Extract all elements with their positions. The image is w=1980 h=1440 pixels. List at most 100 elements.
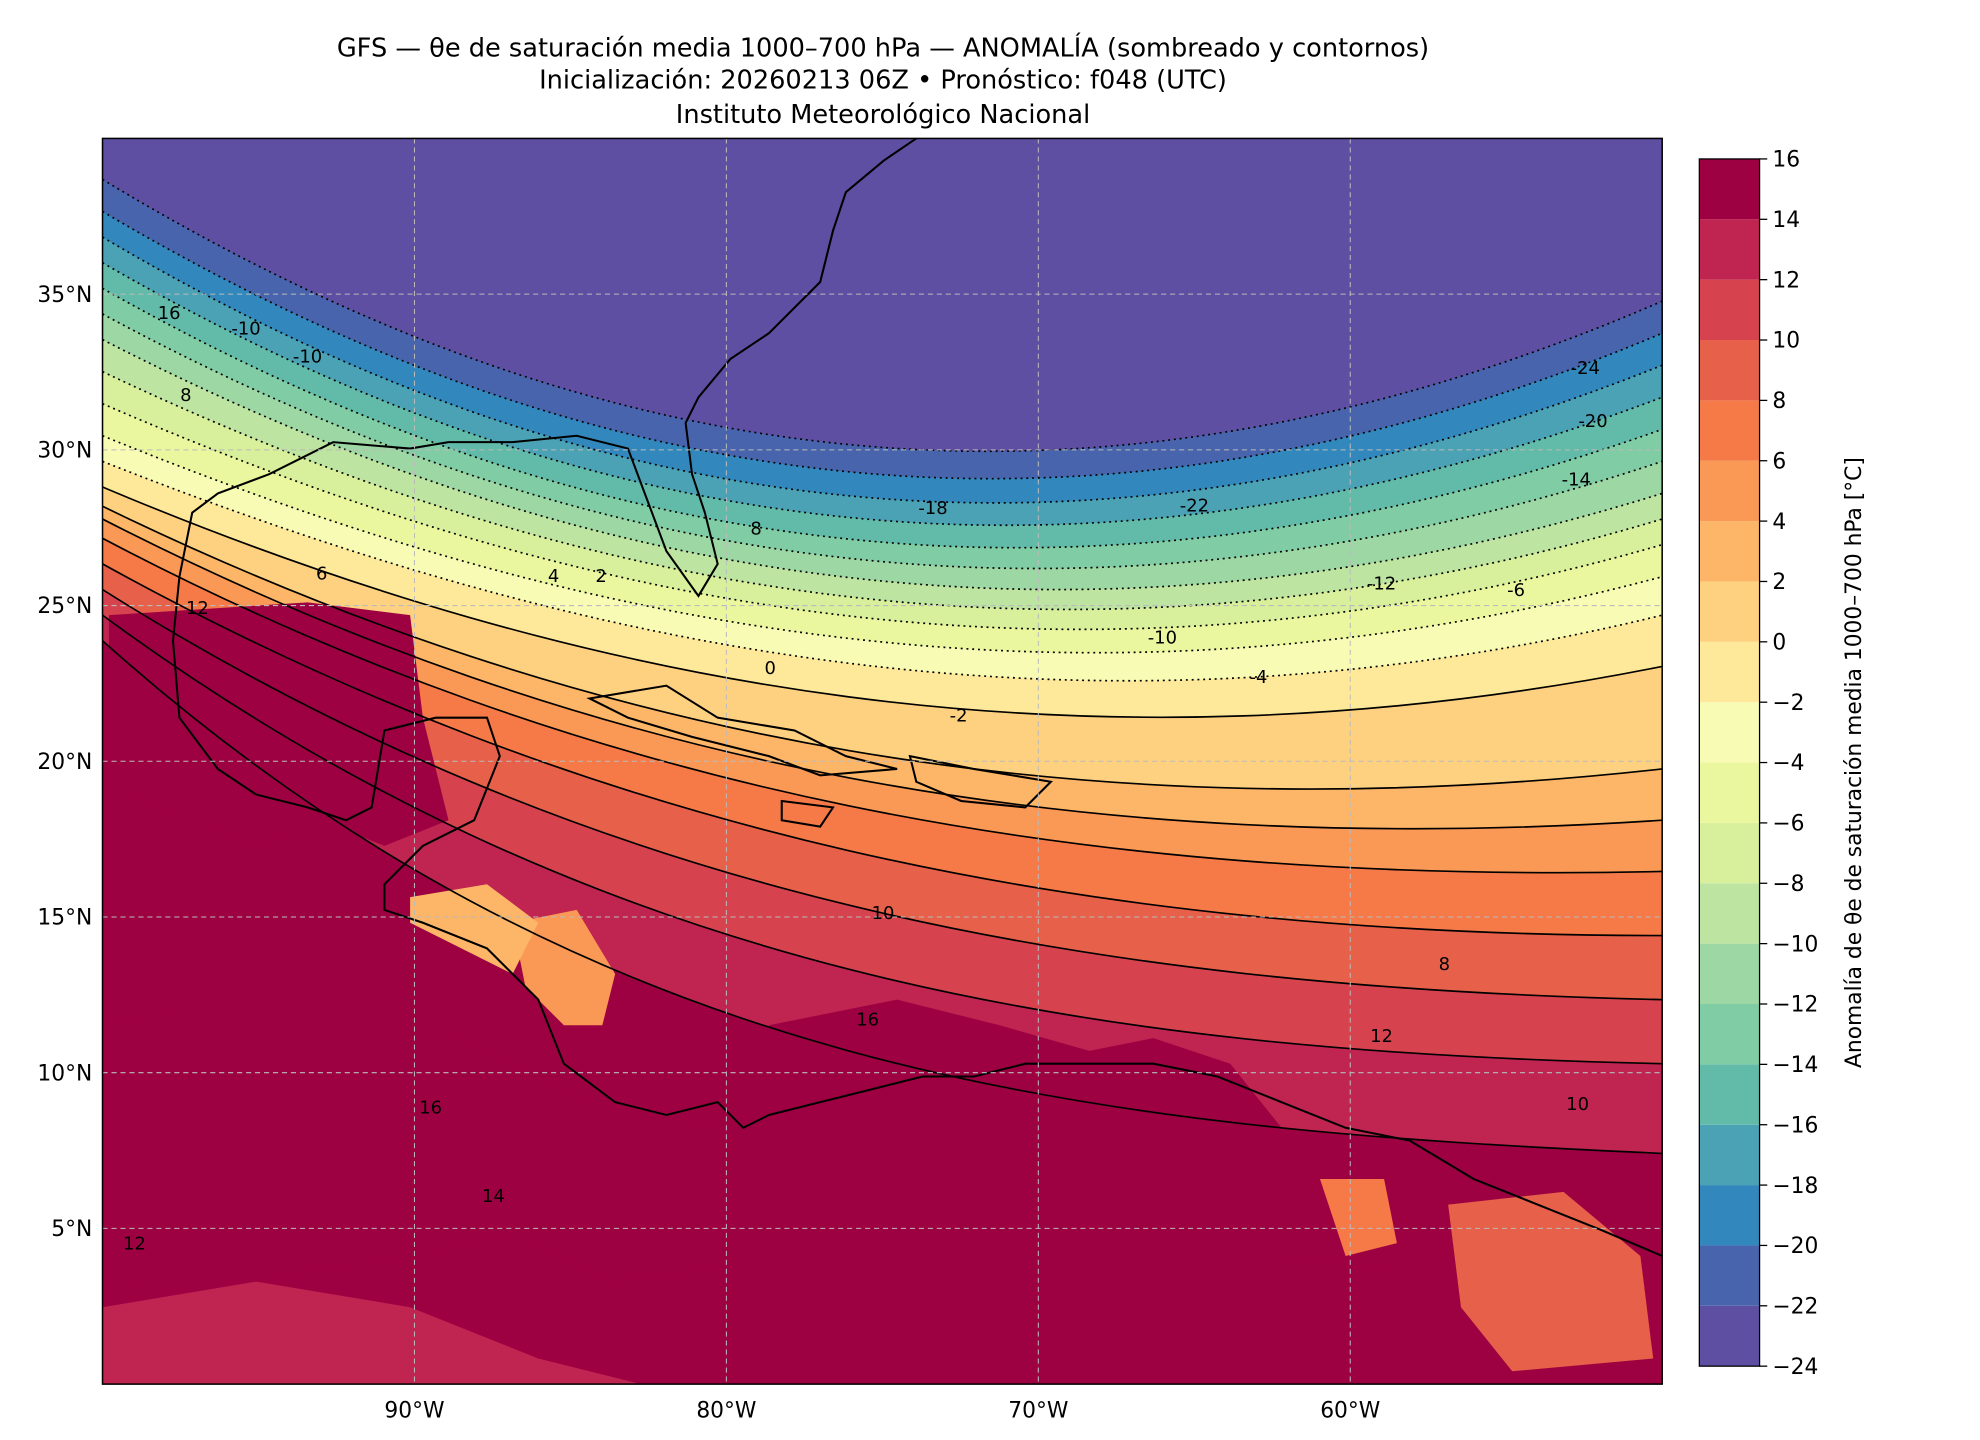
contour-line bbox=[102, 614, 1663, 1065]
colorbar-tick-label: −2 bbox=[1772, 691, 1804, 716]
contour-label: 0 bbox=[765, 658, 776, 679]
contour-label: -4 bbox=[1250, 667, 1268, 688]
contour-line bbox=[102, 313, 1663, 570]
contour-label: -10 bbox=[1148, 627, 1177, 648]
y-tick-label: 30°N bbox=[37, 439, 92, 464]
title: GFS — θe de saturación media 1000–700 hP… bbox=[337, 33, 1429, 63]
colorbar-segment bbox=[1699, 1124, 1760, 1186]
contour-line bbox=[102, 518, 1663, 830]
field-patch bbox=[108, 602, 449, 846]
contour-line bbox=[102, 563, 1663, 937]
colorbar-segment bbox=[1699, 400, 1760, 461]
y-tick-label: 35°N bbox=[37, 283, 92, 308]
contour-label: 16 bbox=[158, 303, 181, 324]
contour-label: 10 bbox=[1566, 1094, 1589, 1115]
colorbar-segment bbox=[1699, 158, 1760, 220]
colorbar-segment bbox=[1699, 943, 1760, 1004]
colorbar-segment bbox=[1699, 1185, 1760, 1246]
axes: 90°W 80°W 70°W 60°W35°N30°N25°N20°N15°N10°N… bbox=[37, 283, 1380, 1424]
contour-label: 12 bbox=[186, 598, 209, 619]
contour-line bbox=[102, 338, 1663, 591]
colorbar-segment bbox=[1699, 340, 1760, 401]
colorbar-tick-label: −10 bbox=[1772, 932, 1818, 957]
field-patch bbox=[512, 909, 616, 1026]
contour-label: 8 bbox=[750, 518, 761, 539]
contour-label: 8 bbox=[1439, 954, 1450, 975]
colorbar-tick-label: −16 bbox=[1772, 1113, 1818, 1138]
contour-label: -14 bbox=[1562, 470, 1591, 491]
y-tick-label: 25°N bbox=[37, 594, 92, 619]
contour-line bbox=[102, 588, 1663, 1001]
colorbar-tick-label: −14 bbox=[1772, 1053, 1818, 1078]
colorbar-tick-label: 8 bbox=[1772, 389, 1786, 414]
contour-label: -6 bbox=[1507, 580, 1525, 601]
y-tick-label: 10°N bbox=[37, 1061, 92, 1086]
contour-label: 16 bbox=[856, 1009, 879, 1030]
contour-label: -24 bbox=[1571, 358, 1600, 379]
coastlines bbox=[171, 138, 1663, 1257]
institution: Instituto Meteorológico Nacional bbox=[676, 100, 1090, 130]
colorbar-segment bbox=[1699, 1245, 1760, 1306]
colorbar-tick-label: −18 bbox=[1772, 1174, 1818, 1199]
contour-line bbox=[102, 236, 1663, 504]
colorbar-tick-label: −20 bbox=[1772, 1234, 1818, 1259]
colorbar-segment bbox=[1699, 279, 1760, 341]
coastline bbox=[780, 799, 835, 828]
contour-line bbox=[102, 537, 1663, 874]
y-tick-label: 20°N bbox=[37, 750, 92, 775]
colorbar-tick-label: −24 bbox=[1772, 1355, 1818, 1380]
colorbar-tick-label: 0 bbox=[1772, 631, 1786, 656]
contour-line bbox=[102, 402, 1663, 631]
colorbar-segment bbox=[1699, 641, 1760, 703]
colorbar: −24−22−20−18−16−14−12−10−8−6−4−202468101… bbox=[1698, 148, 1818, 1380]
coastline bbox=[908, 754, 1054, 809]
colorbar-tick-label: 14 bbox=[1772, 208, 1800, 233]
field-patch bbox=[1448, 1191, 1654, 1372]
colorbar-segment bbox=[1699, 581, 1760, 642]
colorbar-segment bbox=[1699, 1305, 1760, 1367]
y-tick-label: 15°N bbox=[37, 906, 92, 931]
colorbar-tick-label: 16 bbox=[1772, 148, 1800, 173]
coastline bbox=[171, 138, 1663, 1257]
field-patch bbox=[410, 884, 539, 975]
colorbar-segment bbox=[1699, 702, 1760, 763]
grid bbox=[102, 138, 1663, 1385]
contour-label: 14 bbox=[482, 1186, 505, 1207]
colorbar-tick-label: −6 bbox=[1772, 812, 1804, 837]
colorbar-segment bbox=[1699, 1003, 1760, 1065]
contour-line bbox=[102, 486, 1663, 719]
colorbar-segment bbox=[1699, 883, 1760, 944]
colorbar-tick-label: −22 bbox=[1772, 1294, 1818, 1319]
field-patch bbox=[102, 1281, 641, 1385]
contour-line bbox=[102, 505, 1663, 790]
contour-label: -22 bbox=[1180, 495, 1209, 516]
colorbar-tick-label: 10 bbox=[1772, 329, 1800, 354]
contour-label: -12 bbox=[1367, 574, 1396, 595]
x-tick-label: 80°W bbox=[696, 1398, 756, 1423]
colorbar-segment bbox=[1699, 219, 1760, 280]
field-patch bbox=[1255, 1255, 1474, 1385]
colorbar-segment bbox=[1699, 460, 1760, 522]
colorbar-tick-label: −8 bbox=[1772, 872, 1804, 897]
contour-label: 2 bbox=[595, 566, 606, 587]
contour-label: -10 bbox=[231, 319, 260, 340]
colorbar-tick-label: 2 bbox=[1772, 570, 1786, 595]
contour-label: 8 bbox=[180, 385, 191, 406]
contour-label: 6 bbox=[316, 563, 327, 584]
colorbar-segment bbox=[1699, 822, 1760, 884]
southern-field bbox=[102, 602, 1654, 1385]
contour-label: 4 bbox=[548, 566, 559, 587]
contour-label: 12 bbox=[123, 1234, 146, 1255]
colorbar-tick-label: −4 bbox=[1772, 751, 1804, 776]
field-patch bbox=[768, 999, 1282, 1385]
colorbar-segment bbox=[1699, 1064, 1760, 1125]
contour-label: -2 bbox=[950, 706, 968, 727]
map-frame bbox=[101, 137, 1663, 1385]
x-tick-label: 90°W bbox=[384, 1398, 444, 1423]
y-tick-label: 5°N bbox=[51, 1217, 92, 1242]
contour-labels: -24-20-14-22-18-12 -6-10-4-20246812108121… bbox=[123, 303, 1607, 1254]
x-tick-label: 70°W bbox=[1008, 1398, 1068, 1423]
contour-label: -20 bbox=[1578, 411, 1607, 432]
